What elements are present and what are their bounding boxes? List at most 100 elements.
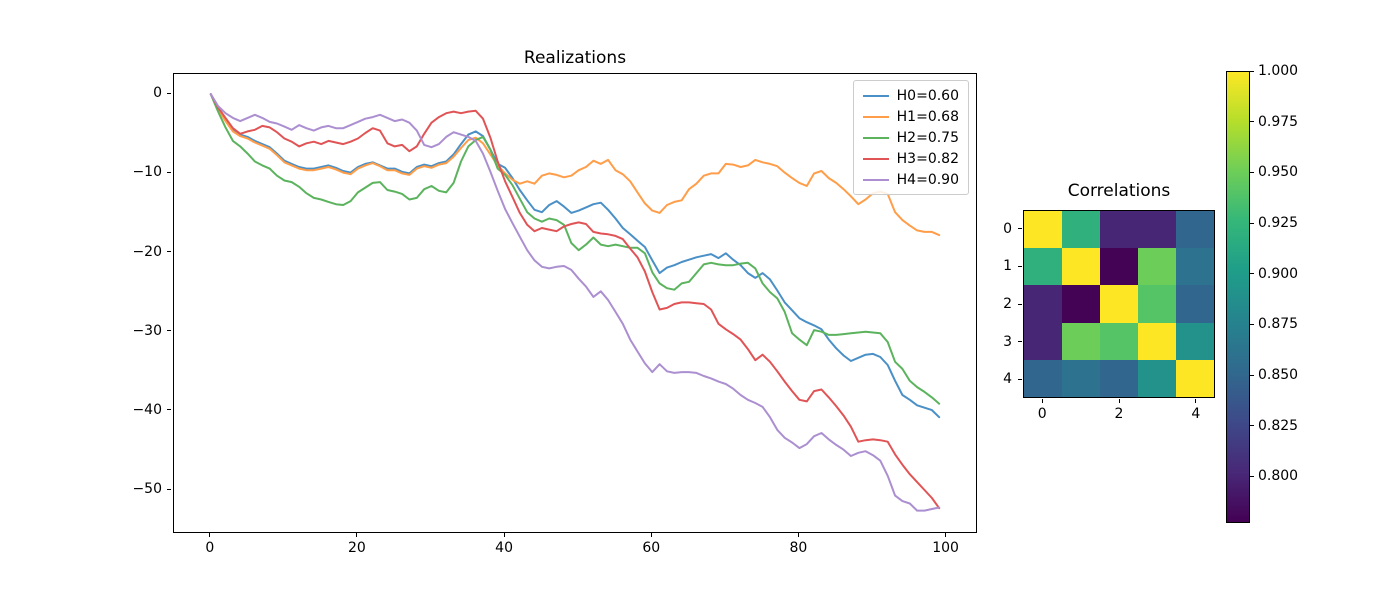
series-line-H4=0.90 (209, 93, 941, 512)
heatmap-x-tick-mark (1195, 399, 1197, 403)
y-tick-mark (167, 171, 171, 173)
heatmap-cell-1-0 (1024, 248, 1062, 286)
x-tick-mark (797, 533, 799, 537)
heatmap-y-tick-label: 1 (1003, 258, 1012, 275)
series-line-H1=0.68 (209, 93, 941, 237)
realizations-lines-canvas (209, 93, 941, 512)
heatmap-x-tick-mark (1041, 399, 1043, 403)
heatmap-cell-4-1 (1062, 359, 1100, 397)
colorbar-tick-mark (1250, 374, 1254, 376)
legend-label: H4=0.90 (896, 171, 959, 188)
legend-line-sample (862, 94, 889, 97)
heatmap-cell-1-3 (1138, 248, 1176, 286)
legend-line-sample (862, 178, 889, 181)
y-tick-label: −40 (132, 401, 162, 418)
heatmap-y-tick-mark (1018, 265, 1022, 267)
heatmap-cell-2-4 (1176, 285, 1214, 323)
heatmap-cell-3-1 (1062, 322, 1100, 360)
x-tick-mark (503, 533, 505, 537)
y-tick-label: 0 (153, 85, 162, 102)
colorbar-tick-mark (1250, 273, 1254, 275)
heatmap-cell-4-0 (1024, 359, 1062, 397)
legend-label: H0=0.60 (896, 87, 959, 104)
x-tick-label: 80 (789, 540, 808, 556)
heatmap-cell-1-4 (1176, 248, 1214, 286)
heatmap-cell-3-3 (1138, 322, 1176, 360)
colorbar-tick-label: 0.875 (1258, 316, 1299, 333)
legend: H0=0.60 H1=0.68 H2=0.75 H3=0.82 H4=0.90 (852, 80, 969, 195)
correlations-heatmap (1023, 210, 1215, 398)
heatmap-y-tick-mark (1018, 228, 1022, 230)
heatmap-cell-3-4 (1176, 322, 1214, 360)
heatmap-cell-0-0 (1024, 211, 1062, 249)
colorbar-tick-label: 0.825 (1258, 417, 1299, 434)
y-tick-mark (167, 330, 171, 332)
legend-entry: H2=0.75 (862, 128, 959, 147)
series-line-H2=0.75 (209, 93, 941, 405)
x-tick-label: 100 (932, 540, 959, 556)
heatmap-y-tick-label: 3 (1003, 333, 1012, 350)
realizations-title: Realizations (523, 48, 627, 68)
y-tick-label: −20 (132, 243, 162, 260)
heatmap-cell-0-4 (1176, 211, 1214, 249)
heatmap-y-tick-label: 0 (1003, 220, 1012, 237)
heatmap-cell-2-0 (1024, 285, 1062, 323)
colorbar-tick-mark (1250, 475, 1254, 477)
realizations-axes: H0=0.60 H1=0.68 H2=0.75 H3=0.82 H4=0.90 (173, 73, 977, 533)
colorbar-tick-mark (1250, 171, 1254, 173)
colorbar-tick-label: 0.925 (1258, 215, 1299, 232)
legend-line-sample (862, 136, 889, 139)
heatmap-cell-4-3 (1138, 359, 1176, 397)
colorbar-tick-label: 0.800 (1258, 468, 1299, 485)
heatmap-x-tick-mark (1118, 399, 1120, 403)
legend-line-sample (862, 115, 889, 118)
colorbar-tick-mark (1250, 121, 1254, 123)
heatmap-cell-3-0 (1024, 322, 1062, 360)
legend-entry: H1=0.68 (862, 107, 959, 126)
heatmap-x-tick-label: 2 (1114, 406, 1124, 422)
heatmap-x-tick-label: 4 (1191, 406, 1201, 422)
colorbar-tick-label: 0.950 (1258, 164, 1299, 181)
legend-label: H2=0.75 (896, 129, 959, 146)
x-tick-label: 0 (205, 540, 215, 556)
x-tick-label: 60 (642, 540, 661, 556)
heatmap-cell-4-4 (1176, 359, 1214, 397)
legend-line-sample (862, 157, 889, 160)
colorbar-tick-label: 0.975 (1258, 113, 1299, 130)
heatmap-cell-0-2 (1100, 211, 1138, 249)
x-tick-mark (650, 533, 652, 537)
y-tick-mark (167, 488, 171, 490)
series-line-H3=0.82 (209, 93, 941, 510)
colorbar-tick-mark (1250, 70, 1254, 72)
heatmap-cell-0-3 (1138, 211, 1176, 249)
heatmap-y-tick-label: 2 (1003, 296, 1012, 312)
colorbar-tick-label: 0.900 (1258, 265, 1299, 282)
x-tick-mark (356, 533, 358, 537)
colorbar-tick-mark (1250, 222, 1254, 224)
heatmap-cell-2-2 (1100, 285, 1138, 323)
series-line-H0=0.60 (209, 93, 941, 419)
correlations-title: Correlations (1067, 181, 1171, 201)
heatmap-cell-4-2 (1100, 359, 1138, 397)
heatmap-cell-3-2 (1100, 322, 1138, 360)
x-tick-label: 20 (348, 540, 366, 556)
x-tick-mark (209, 533, 211, 537)
heatmap-cell-0-1 (1062, 211, 1100, 249)
legend-label: H1=0.68 (896, 108, 959, 125)
heatmap-y-tick-mark (1018, 303, 1022, 305)
colorbar-tick-mark (1250, 425, 1254, 427)
heatmap-y-tick-mark (1018, 341, 1022, 343)
y-tick-label: −50 (132, 481, 162, 498)
colorbar-tick-label: 1.000 (1258, 63, 1299, 79)
y-tick-label: −10 (132, 164, 162, 181)
legend-entry: H3=0.82 (862, 149, 959, 168)
legend-entry: H0=0.60 (862, 86, 959, 105)
heatmap-cell-1-2 (1100, 248, 1138, 286)
y-tick-mark (167, 409, 171, 411)
y-tick-mark (167, 251, 171, 253)
heatmap-y-tick-label: 4 (1003, 371, 1012, 388)
heatmap-cell-2-1 (1062, 285, 1100, 323)
y-tick-mark (167, 92, 171, 94)
colorbar (1226, 71, 1250, 523)
heatmap-cell-1-1 (1062, 248, 1100, 286)
